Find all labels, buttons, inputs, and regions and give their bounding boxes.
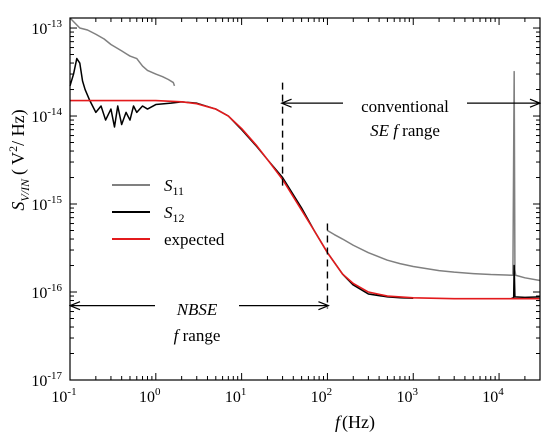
legend-label-s12: S	[164, 203, 173, 222]
annotation-conventional-rest: range	[398, 121, 440, 140]
y-tick-labels: 10-17 10-16 10-15 10-14 10-13	[31, 18, 62, 390]
series-expected-line-0	[70, 99, 540, 300]
plot-area	[70, 18, 540, 380]
x-tick-label-1: 100	[139, 386, 161, 406]
x-axis-label: f (Hz)	[335, 412, 375, 433]
y-tick-label-0: 10-17	[31, 370, 62, 390]
legend: S11 S12 expected	[112, 176, 225, 249]
x-tick-label-5: 104	[482, 386, 504, 406]
annotation-conventional-line1: conventional	[361, 97, 449, 116]
svg-text:S11: S11	[164, 176, 184, 198]
legend-sub-s12: 12	[173, 211, 185, 225]
y-tick-label-4: 10-13	[31, 18, 62, 38]
axis-ticks	[69, 18, 541, 381]
annotation-nbse: NBSE f range	[155, 296, 239, 346]
x-tick-label-4: 103	[396, 386, 418, 406]
svg-text:SE f range: SE f range	[370, 121, 440, 140]
legend-sub-s11: 11	[173, 184, 185, 198]
annotation-nbse-italic: f	[174, 326, 181, 345]
svg-text:f range: f range	[174, 326, 221, 345]
legend-label-s11: S	[164, 176, 173, 195]
series-lines	[69, 17, 541, 300]
annotation-conventional-italic: SE f	[370, 121, 400, 140]
y-tick-label-3: 10-14	[31, 106, 62, 126]
series-s12-line-1	[511, 264, 541, 299]
annotation-nbse-rest: range	[178, 326, 220, 345]
y-tick-label-2: 10-15	[31, 194, 62, 214]
series-s11-line-0	[69, 17, 176, 87]
x-tick-label-3: 102	[311, 386, 333, 406]
legend-label-expected: expected	[164, 230, 225, 249]
x-tick-label-2: 101	[225, 386, 247, 406]
annotation-nbse-line1: NBSE	[176, 300, 218, 319]
svg-text:S12: S12	[164, 203, 185, 225]
annotation-conventional: conventional SE f range	[343, 90, 467, 144]
plot-frame	[69, 17, 541, 381]
y-tick-label-1: 10-16	[31, 282, 62, 302]
x-tick-label-0: 10-1	[51, 386, 76, 406]
y-axis-label: SV/IN( V2/ Hz)	[6, 109, 32, 210]
x-tick-labels: 10-1 100 101 102 103 104	[51, 386, 504, 406]
